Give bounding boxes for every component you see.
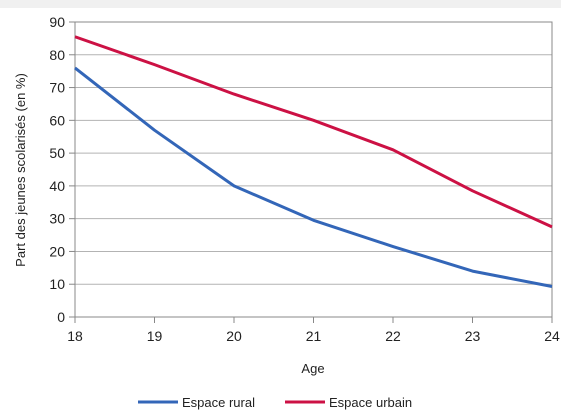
y-axis-title: Part des jeunes scolarisés (en %) (13, 73, 28, 267)
legend: Espace rural Espace urbain (138, 395, 412, 410)
x-tick-label: 23 (465, 328, 481, 344)
series-line-urbain (74, 35, 553, 229)
series-line-rural (74, 66, 553, 288)
x-axis-title: Age (301, 361, 324, 376)
y-tick-label: 10 (49, 276, 65, 292)
y-tick-label: 60 (49, 112, 65, 128)
y-tick-label: 20 (49, 243, 65, 259)
top-strip (0, 0, 561, 8)
y-tick-label: 30 (49, 211, 65, 227)
x-tick-label: 21 (306, 328, 322, 344)
x-tick-labels: 18 19 20 21 22 23 24 (67, 328, 560, 344)
x-tick-label: 18 (67, 328, 83, 344)
x-tick-label: 20 (226, 328, 242, 344)
y-tick-label: 40 (49, 178, 65, 194)
legend-label-rural: Espace rural (182, 395, 255, 410)
legend-label-urbain: Espace urbain (329, 395, 412, 410)
y-tick-label: 90 (49, 14, 65, 30)
y-tick-label: 0 (57, 309, 65, 325)
y-tick-label: 50 (49, 145, 65, 161)
y-tick-label: 80 (49, 47, 65, 63)
x-tick-label: 24 (544, 328, 560, 344)
plot-frame (74, 21, 553, 318)
series-lines (74, 35, 553, 288)
gridlines (69, 21, 553, 323)
y-tick-label: 70 (49, 80, 65, 96)
x-tick-label: 22 (385, 328, 401, 344)
y-tick-labels: 0 10 20 30 40 50 60 70 80 90 (49, 14, 65, 325)
x-tick-label: 19 (147, 328, 163, 344)
